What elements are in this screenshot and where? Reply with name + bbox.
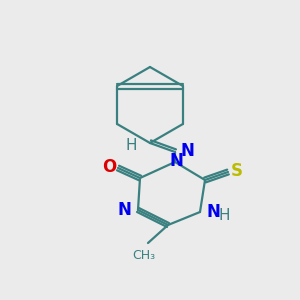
Text: N: N [207,203,221,221]
Text: S: S [231,162,243,180]
Text: N: N [117,201,131,219]
Text: H: H [218,208,230,223]
Text: N: N [169,152,183,170]
Text: CH₃: CH₃ [132,249,156,262]
Text: O: O [102,158,116,176]
Text: N: N [181,142,195,160]
Text: H: H [125,139,137,154]
